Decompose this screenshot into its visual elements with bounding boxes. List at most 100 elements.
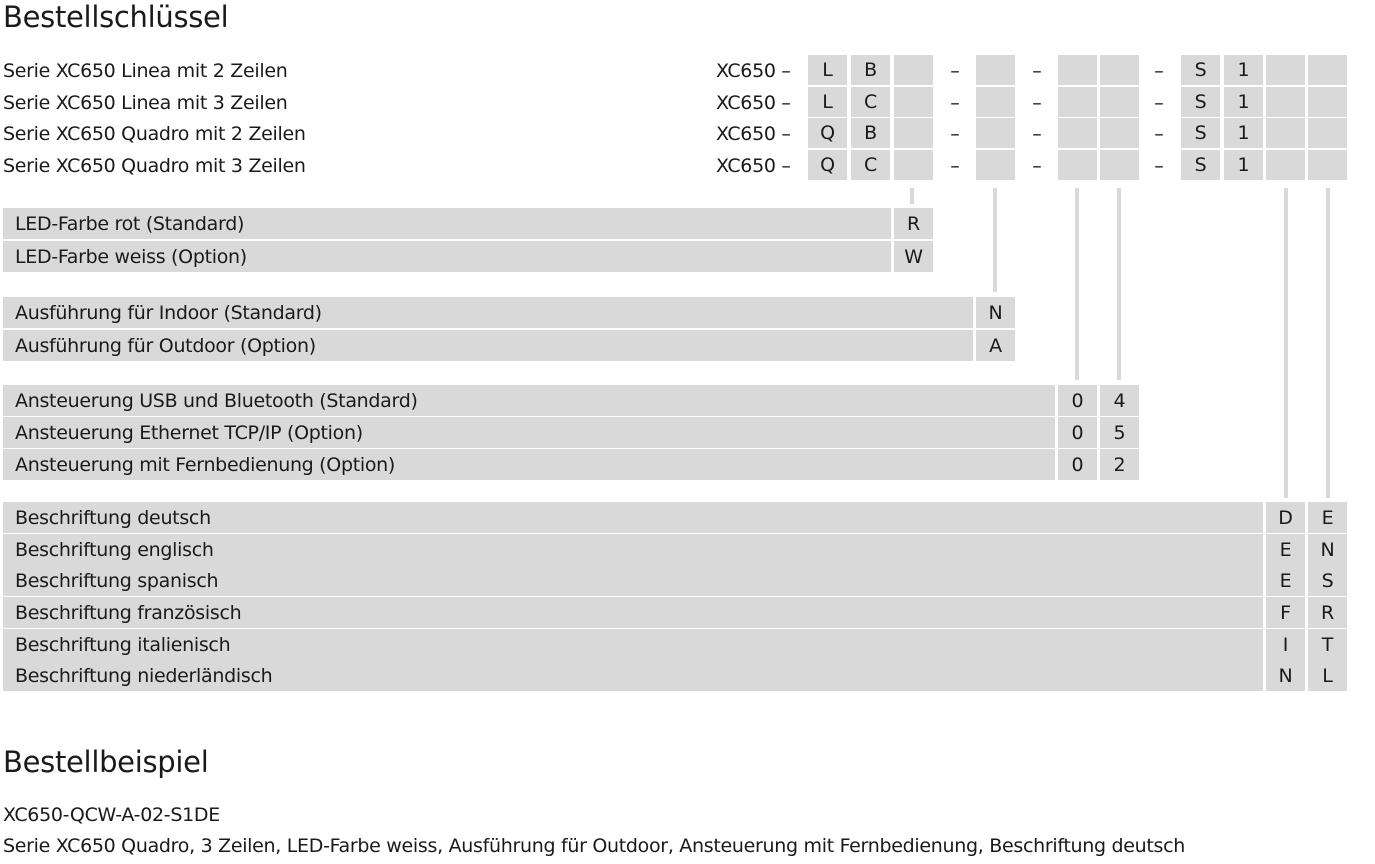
series-dash: – [1032,123,1042,145]
execution-option-label: Ausführung für Indoor (Standard) [3,297,973,328]
series-led-slot [894,118,933,148]
labeling-option-label: Beschriftung deutsch [3,502,1263,533]
labeling-option-label: Beschriftung italienisch [3,629,1263,660]
labeling-option-code-2: T [1308,629,1347,660]
series-dash: – [1154,60,1164,82]
execution-option-label: Ausführung für Outdoor (Option) [3,330,973,361]
labeling-option-code-1: E [1266,534,1305,565]
labeling-option-code-1: I [1266,629,1305,660]
series-led-slot [894,87,933,117]
labeling-option-label: Beschriftung französisch [3,597,1263,628]
labeling-option-code-2: R [1308,597,1347,628]
series-code-2: C [851,150,890,180]
series-code-2: C [851,87,890,117]
series-code-1: L [808,55,847,85]
series-labeling-slot-2 [1308,55,1347,85]
series-control-slot-2 [1100,55,1139,85]
labeling-option-code-1: F [1266,597,1305,628]
series-control-slot-1 [1058,150,1097,180]
series-execution-slot [976,87,1015,117]
series-labeling-slot-1 [1266,55,1305,85]
series-labeling-slot-2 [1308,87,1347,117]
labeling-option-code-2: L [1308,660,1347,691]
series-labeling-slot-1 [1266,118,1305,148]
connector-labeling-2 [1326,188,1330,498]
control-option-digit-2: 2 [1100,449,1139,480]
control-option-digit-1: 0 [1058,449,1097,480]
execution-option-code: A [976,330,1015,361]
labeling-option-code-2: N [1308,534,1347,565]
connector-led [910,188,914,204]
series-labeling-slot-1 [1266,150,1305,180]
control-option-label: Ansteuerung mit Fernbedienung (Option) [3,449,1055,480]
series-label: Serie XC650 Linea mit 3 Zeilen [3,92,288,114]
labeling-option-label: Beschriftung spanisch [3,565,1263,596]
series-led-slot [894,55,933,85]
example-heading: Bestellbeispiel [3,745,209,779]
series-control-slot-1 [1058,118,1097,148]
series-code-1: L [808,87,847,117]
order-key-heading: Bestellschlüssel [3,0,229,34]
series-dash: – [1032,92,1042,114]
series-s-code: S [1181,55,1220,85]
labeling-option-code-1: N [1266,660,1305,691]
series-execution-slot [976,118,1015,148]
connector-execution [993,188,997,292]
example-code: XC650-QCW-A-02-S1DE [3,804,220,826]
example-description: Serie XC650 Quadro, 3 Zeilen, LED-Farbe … [3,835,1186,857]
led-option-code: R [894,208,933,239]
series-labeling-slot-2 [1308,118,1347,148]
series-prefix: XC650 – [716,123,791,145]
series-dash: – [950,60,960,82]
series-dash: – [950,123,960,145]
series-label: Serie XC650 Quadro mit 3 Zeilen [3,155,306,177]
series-control-slot-2 [1100,150,1139,180]
series-code-1: Q [808,118,847,148]
series-dash: – [1154,155,1164,177]
series-control-slot-2 [1100,118,1139,148]
series-number-code: 1 [1224,87,1263,117]
labeling-option-code-1: D [1266,502,1305,533]
series-execution-slot [976,150,1015,180]
control-option-digit-2: 4 [1100,385,1139,416]
connector-labeling-1 [1284,188,1288,498]
series-control-slot-1 [1058,87,1097,117]
control-option-label: Ansteuerung Ethernet TCP/IP (Option) [3,417,1055,448]
led-option-code: W [894,241,933,272]
labeling-option-code-2: E [1308,502,1347,533]
series-led-slot [894,150,933,180]
series-execution-slot [976,55,1015,85]
execution-option-code: N [976,297,1015,328]
series-code-1: Q [808,150,847,180]
series-code-2: B [851,118,890,148]
series-number-code: 1 [1224,55,1263,85]
control-option-digit-1: 0 [1058,385,1097,416]
series-control-slot-1 [1058,55,1097,85]
series-s-code: S [1181,150,1220,180]
series-s-code: S [1181,87,1220,117]
series-labeling-slot-1 [1266,87,1305,117]
labeling-option-code-2: S [1308,565,1347,596]
series-code-2: B [851,55,890,85]
series-prefix: XC650 – [716,92,791,114]
connector-control-2 [1117,188,1121,380]
led-option-label: LED-Farbe rot (Standard) [3,208,891,239]
led-option-label: LED-Farbe weiss (Option) [3,241,891,272]
series-labeling-slot-2 [1308,150,1347,180]
series-dash: – [950,155,960,177]
series-label: Serie XC650 Quadro mit 2 Zeilen [3,123,306,145]
series-control-slot-2 [1100,87,1139,117]
series-dash: – [950,92,960,114]
series-number-code: 1 [1224,150,1263,180]
series-s-code: S [1181,118,1220,148]
series-dash: – [1154,92,1164,114]
series-dash: – [1154,123,1164,145]
series-number-code: 1 [1224,118,1263,148]
control-option-digit-1: 0 [1058,417,1097,448]
labeling-option-label: Beschriftung niederländisch [3,660,1263,691]
control-option-digit-2: 5 [1100,417,1139,448]
labeling-option-code-1: E [1266,565,1305,596]
series-dash: – [1032,60,1042,82]
series-dash: – [1032,155,1042,177]
series-label: Serie XC650 Linea mit 2 Zeilen [3,60,288,82]
